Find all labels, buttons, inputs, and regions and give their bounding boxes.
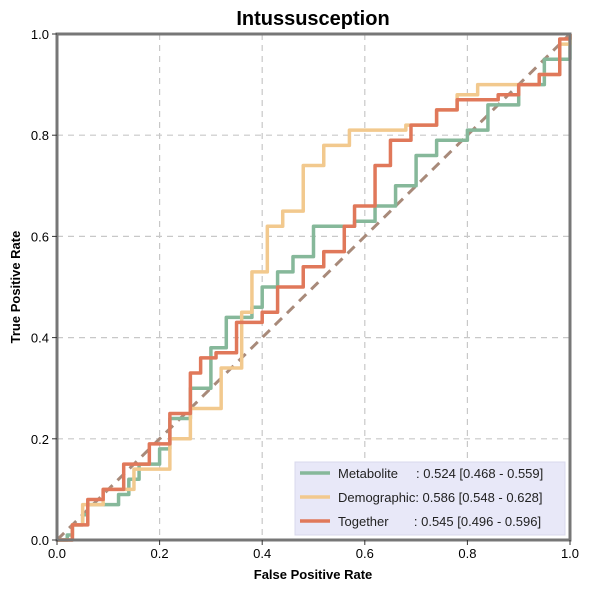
plot-frame [55,32,572,542]
chart-title: Intussusception [236,8,389,30]
legend-label-demographic: Demographic: 0.586 [0.548 - 0.628] [338,490,543,505]
x-tick-label-4: 0.8 [458,546,476,561]
legend-label-metabolite: Metabolite : 0.524 [0.468 - 0.559] [338,466,543,481]
y-axis-label: True Positive Rate [8,231,23,344]
y-tick-label-5: 1.0 [31,27,49,42]
legend-label-together: Together : 0.545 [0.496 - 0.596] [338,514,541,529]
series-line-metabolite [57,34,572,542]
x-tick-label-2: 0.4 [253,546,271,561]
y-tick-label-4: 0.8 [31,128,49,143]
series-group [57,34,572,542]
x-tick-label-3: 0.6 [356,546,374,561]
x-tick-label-5: 1.0 [561,546,579,561]
series-line-together [57,34,572,542]
x-axis-label: False Positive Rate [254,567,373,582]
reference-line-group [55,32,572,542]
legend-box [294,461,566,536]
series-line-demographic [57,34,572,542]
reference-diagonal-line [55,32,572,542]
legend: Metabolite : 0.524 [0.468 - 0.559] Demogr… [294,461,566,536]
y-tick-label-1: 0.2 [31,432,49,447]
y-tick-label-3: 0.6 [31,229,49,244]
y-tick-label-2: 0.4 [31,331,49,346]
ticks-group: 0.0 0.2 0.4 0.6 0.8 1.0 0.0 0.2 0.4 0.6 0.8 1.0 [31,27,579,561]
x-tick-label-1: 0.2 [151,546,169,561]
x-tick-label-0: 0.0 [48,546,66,561]
y-tick-label-0: 0.0 [31,533,49,548]
